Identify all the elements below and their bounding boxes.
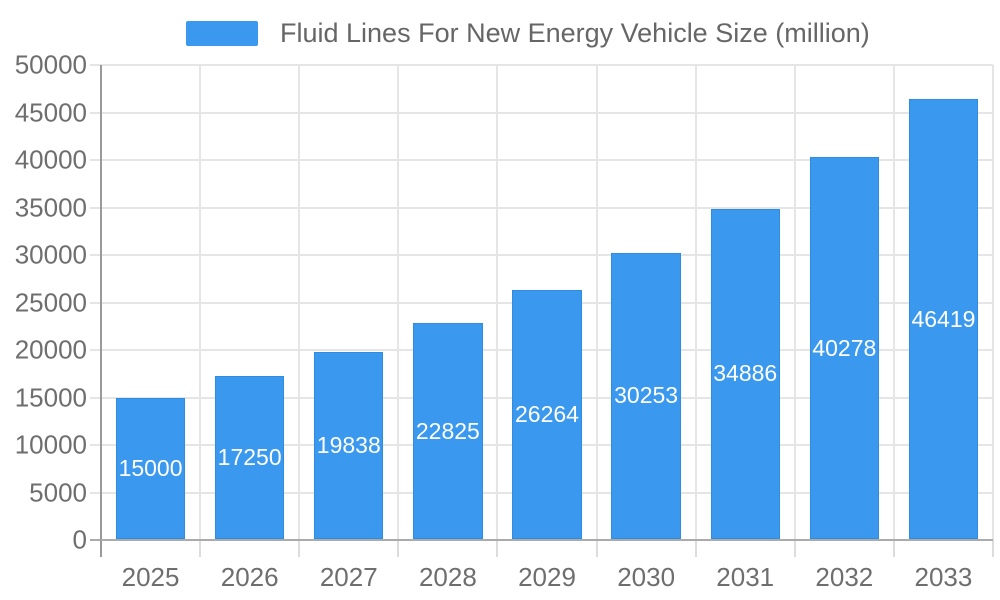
x-axis-tick <box>496 540 499 557</box>
y-gridline <box>101 254 993 256</box>
y-axis-tick <box>90 64 101 66</box>
legend-swatch <box>186 21 258 46</box>
x-gridline <box>694 65 697 540</box>
x-gridline <box>199 65 202 540</box>
bar[interactable]: 19838 <box>314 351 384 539</box>
x-gridline <box>298 65 301 540</box>
bar-value-label: 46419 <box>911 305 976 332</box>
x-axis-tick <box>595 540 598 557</box>
bar[interactable]: 34886 <box>710 208 780 539</box>
x-axis-label: 2027 <box>319 562 378 592</box>
x-gridline <box>496 65 499 540</box>
x-axis-label: 2031 <box>716 562 775 592</box>
y-gridline <box>101 111 993 114</box>
x-axis-label: 2029 <box>518 562 576 592</box>
bar-value-label: 17250 <box>217 444 282 471</box>
y-axis-label: 35000 <box>14 192 87 222</box>
bar-value-label: 15000 <box>118 454 183 481</box>
x-gridline <box>793 65 796 540</box>
y-gridline <box>101 64 993 66</box>
chart-legend-item[interactable]: Fluid Lines For New Energy Vehicle Size … <box>186 18 870 49</box>
x-axis-tick <box>892 540 895 557</box>
bar[interactable]: 17250 <box>214 376 285 539</box>
x-axis-label: 2032 <box>815 562 874 592</box>
x-gridline <box>595 65 598 540</box>
x-gridline <box>992 65 994 540</box>
y-axis-label: 15000 <box>14 382 87 412</box>
bar[interactable]: 46419 <box>908 99 979 539</box>
x-axis-tick <box>793 540 796 557</box>
x-axis-label: 2033 <box>914 562 973 592</box>
y-axis-tick <box>90 444 101 446</box>
y-gridline <box>101 206 993 209</box>
x-axis-label: 2030 <box>617 562 676 592</box>
y-axis-tick <box>90 491 101 494</box>
chart-title: Fluid Lines For New Energy Vehicle Size … <box>280 18 870 48</box>
y-axis-label: 30000 <box>14 239 87 270</box>
y-axis-label: 10000 <box>14 429 87 460</box>
x-axis-label: 2026 <box>220 562 279 592</box>
x-axis-label: 2028 <box>418 562 477 592</box>
x-axis-label: 2025 <box>121 562 180 592</box>
y-axis-label: 5000 <box>29 477 87 507</box>
bar[interactable]: 15000 <box>115 397 186 539</box>
y-axis-line <box>100 65 102 557</box>
y-axis-tick <box>90 349 101 351</box>
y-axis-tick <box>90 396 101 399</box>
bar-value-label: 26264 <box>515 401 579 428</box>
y-axis-label: 50000 <box>14 49 87 80</box>
y-axis-label: 45000 <box>14 97 87 127</box>
y-axis-tick <box>90 301 101 304</box>
y-axis-label: 0 <box>72 524 87 555</box>
bar-value-label: 19838 <box>316 431 381 458</box>
bar-value-label: 34886 <box>713 360 778 387</box>
x-axis-tick <box>694 540 697 557</box>
bar[interactable]: 40278 <box>809 157 880 539</box>
y-axis-label: 40000 <box>14 144 87 175</box>
y-axis-tick <box>90 539 101 541</box>
y-axis-tick <box>90 159 101 161</box>
x-axis-tick <box>397 540 400 557</box>
x-axis-tick <box>199 540 202 557</box>
x-axis-tick <box>298 540 301 557</box>
x-gridline <box>397 65 400 540</box>
y-axis-tick <box>90 206 101 209</box>
y-axis-tick <box>90 111 101 114</box>
y-axis-label: 20000 <box>14 334 87 365</box>
y-axis-tick <box>90 254 101 256</box>
bar[interactable]: 30253 <box>611 252 681 539</box>
bar-value-label: 22825 <box>415 417 480 444</box>
bar-value-label: 30253 <box>614 382 679 409</box>
bar-value-label: 40278 <box>812 334 877 361</box>
x-gridline <box>892 65 895 540</box>
bar[interactable]: 26264 <box>512 290 582 539</box>
x-axis-tick <box>992 540 994 557</box>
x-axis-line <box>101 539 993 541</box>
y-axis-label: 25000 <box>14 287 87 317</box>
y-gridline <box>101 159 993 161</box>
bar[interactable]: 22825 <box>413 323 483 539</box>
